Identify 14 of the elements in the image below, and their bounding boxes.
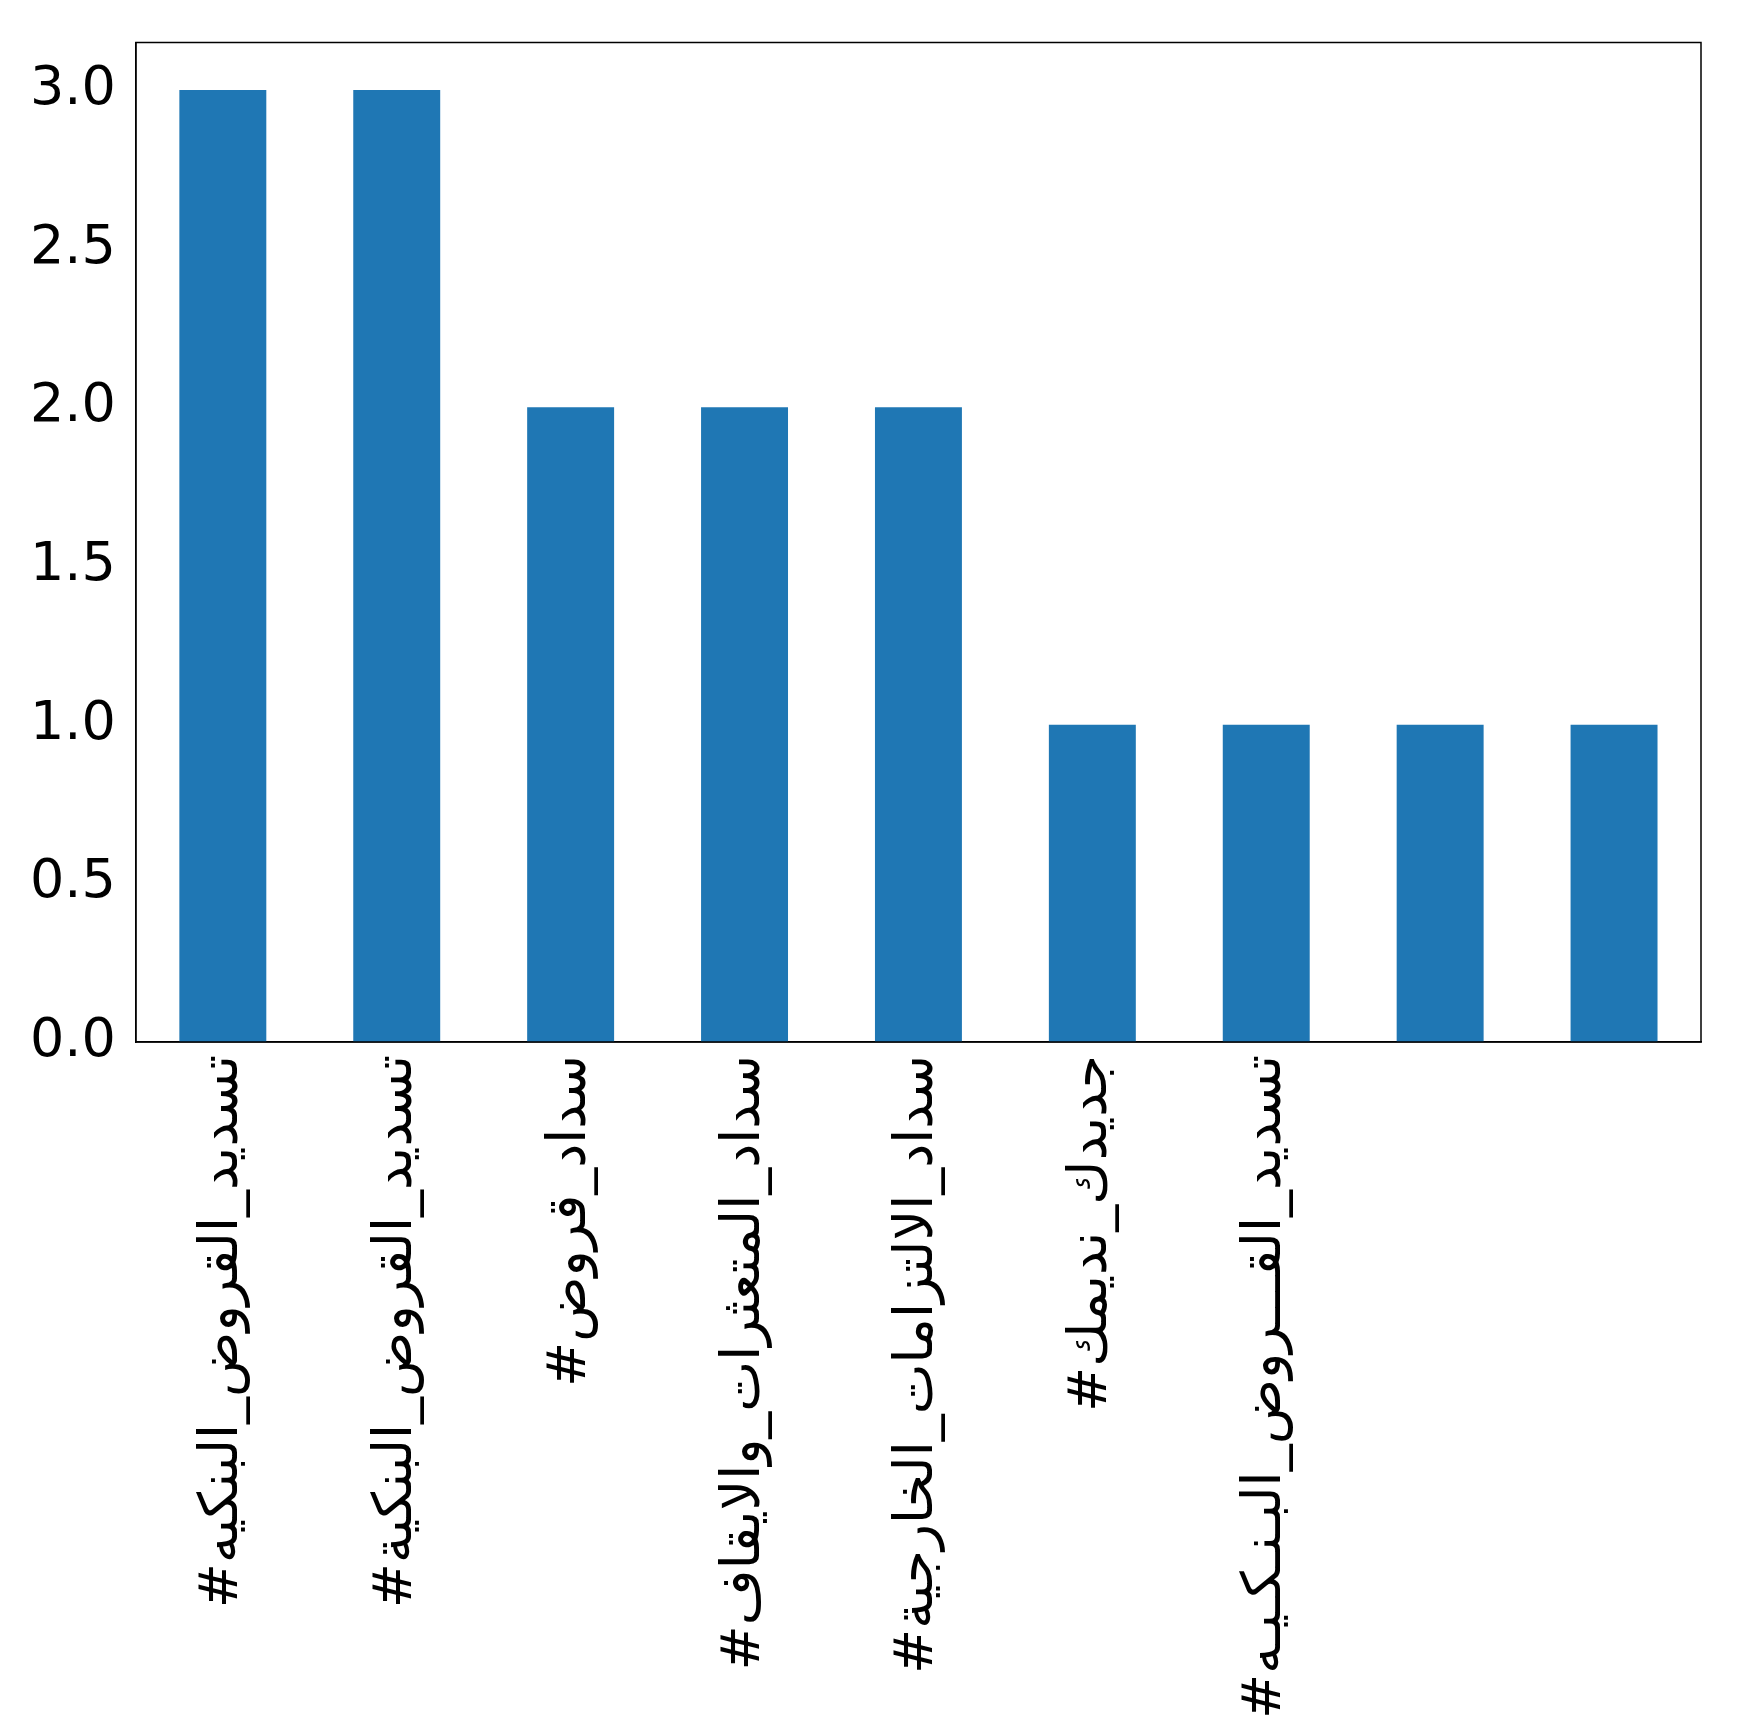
y-tick-label: 0.5 <box>29 847 116 911</box>
x-tick-label: #تسديد_القروض_البنكيه <box>186 1055 250 1609</box>
x-tick-label: #تسديد_القـــروض_البـنـكـيـه <box>1230 1055 1294 1720</box>
y-tick-label: 2.5 <box>29 212 116 276</box>
y-tick-label: 2.0 <box>29 371 116 435</box>
y-tick-label: 1.5 <box>29 530 116 594</box>
y-tick-label: 3.0 <box>29 54 116 118</box>
x-tick-label: #جديدك_نديمك <box>1056 1055 1120 1413</box>
x-tick-label: #سداد_المتعثرات_والايقاف <box>708 1055 772 1671</box>
y-tick-label: 1.0 <box>29 688 116 752</box>
y-tick-label: 0.0 <box>29 1006 116 1070</box>
x-tick-label: #سداد_الالتزامات_الخارجية <box>882 1055 946 1674</box>
x-tick-label: #تسديد_القروض_البنكية <box>360 1055 424 1609</box>
x-tick-label: #سداد_قروض <box>534 1055 598 1387</box>
